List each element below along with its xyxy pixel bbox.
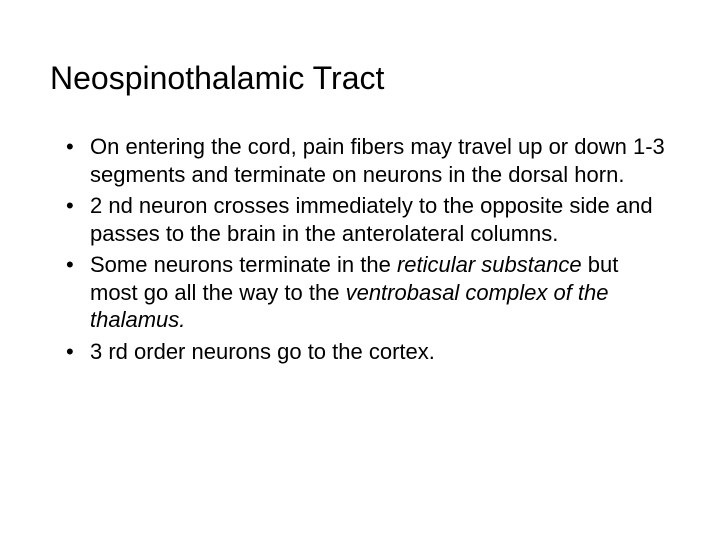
bullet-text: 3 rd order neurons go to the cortex.	[90, 339, 435, 364]
list-item: On entering the cord, pain fibers may tr…	[62, 133, 670, 188]
bullet-text: 2 nd neuron crosses immediately to the o…	[90, 193, 653, 246]
list-item: 2 nd neuron crosses immediately to the o…	[62, 192, 670, 247]
bullet-text: Some neurons terminate in the	[90, 252, 397, 277]
bullet-list: On entering the cord, pain fibers may tr…	[50, 133, 670, 365]
slide-title: Neospinothalamic Tract	[50, 60, 670, 97]
slide: Neospinothalamic Tract On entering the c…	[0, 0, 720, 540]
bullet-text: On entering the cord, pain fibers may tr…	[90, 134, 665, 187]
list-item: 3 rd order neurons go to the cortex.	[62, 338, 670, 366]
bullet-italic: reticular substance	[397, 252, 582, 277]
list-item: Some neurons terminate in the reticular …	[62, 251, 670, 334]
